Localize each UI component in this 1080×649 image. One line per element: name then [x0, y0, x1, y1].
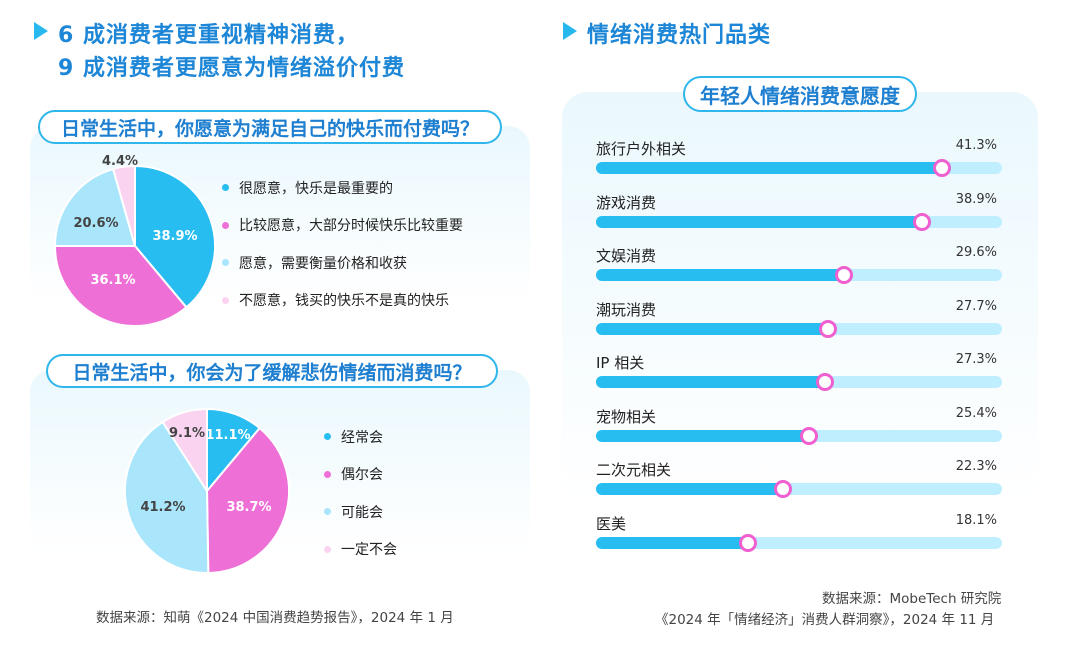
- bar-end-marker: [818, 319, 837, 338]
- right-source-line1: 数据来源：MobeTech 研究院: [822, 591, 1002, 607]
- left-heading-line2: 9 成消费者更愿意为情绪溢价付费: [58, 56, 405, 81]
- legend-dot-icon: [324, 545, 331, 553]
- bar-fill: [596, 536, 748, 549]
- q2-legend: 经常会 偶尔会 可能会 一定不会: [324, 418, 397, 568]
- legend-label: 很愿意，快乐是最重要的: [239, 180, 393, 197]
- bar-category-label: IP 相关: [596, 354, 645, 372]
- bar-row: 游戏消费 38.9%: [596, 192, 1002, 244]
- bar-category-label: 潮玩消费: [596, 300, 657, 319]
- bar-track: [596, 426, 1002, 445]
- bar-track: [596, 319, 1002, 338]
- heading-arrow-icon: [563, 22, 577, 40]
- left-heading-line1: 6 成消费者更重视精神消费，: [58, 23, 359, 48]
- bar-category-label: 二次元相关: [596, 461, 672, 479]
- bar-fill: [596, 269, 844, 281]
- bar-end-marker: [738, 533, 757, 552]
- q1-legend-item: 比较愿意，大部分时候快乐比较重要: [222, 207, 463, 245]
- bar-fill: [596, 376, 825, 388]
- q1-legend-item: 很愿意，快乐是最重要的: [222, 169, 463, 207]
- bar-track: [596, 480, 1002, 498]
- legend-dot-icon: [222, 296, 229, 304]
- bar-end-marker: [912, 212, 931, 231]
- right-heading: 情绪消费热门品类: [587, 23, 772, 48]
- legend-label: 不愿意，钱买的快乐不是真的快乐: [239, 293, 449, 310]
- bar-row: IP 相关 27.3%: [596, 352, 1002, 404]
- bar-end-marker: [815, 373, 834, 391]
- bar-row: 潮玩消费 27.7%: [596, 299, 1002, 351]
- q2-legend-item: 一定不会: [324, 531, 397, 569]
- bar-fill: [596, 215, 922, 228]
- bar-value-label: 22.3%: [955, 459, 997, 474]
- bar-row: 文娱消费 29.6%: [596, 245, 1002, 297]
- q2-legend-item: 可能会: [324, 493, 397, 531]
- legend-dot-icon: [222, 184, 229, 192]
- bar-category-label: 旅行户外相关: [596, 140, 687, 158]
- legend-label: 一定不会: [341, 542, 397, 559]
- bar-track: [596, 159, 1002, 177]
- q1-question: 日常生活中，你愿意为满足自己的快乐而付费吗？: [38, 110, 502, 144]
- bar-category-label: 宠物相关: [596, 407, 657, 426]
- bar-track: [596, 533, 1002, 552]
- legend-dot-icon: [324, 433, 331, 441]
- bar-end-marker: [932, 159, 951, 177]
- bar-fill: [596, 162, 942, 174]
- bar-value-label: 18.1%: [955, 512, 997, 528]
- bar-value-label: 27.7%: [955, 298, 997, 314]
- q1-legend: 很愿意，快乐是最重要的 比较愿意，大部分时候快乐比较重要 愿意，需要衡量价格和收…: [222, 169, 463, 319]
- legend-dot-icon: [222, 259, 229, 267]
- legend-label: 愿意，需要衡量价格和收获: [239, 255, 407, 272]
- left-source: 数据来源：知萌《2024 中国消费趋势报告》，2024 年 1 月: [96, 610, 454, 626]
- legend-label: 可能会: [341, 504, 383, 521]
- bar-end-marker: [799, 426, 818, 445]
- bar-fill: [596, 483, 783, 495]
- bar-row: 旅行户外相关 41.3%: [596, 138, 1002, 190]
- legend-label: 经常会: [341, 429, 383, 446]
- bar-track: [596, 373, 1002, 391]
- bar-track: [596, 266, 1002, 284]
- bar-end-marker: [834, 266, 853, 284]
- legend-label: 比较愿意，大部分时候快乐比较重要: [239, 218, 463, 235]
- bar-category-label: 游戏消费: [596, 193, 657, 212]
- bar-category-label: 医美: [596, 514, 627, 533]
- q1-legend-item: 愿意，需要衡量价格和收获: [222, 244, 463, 282]
- bar-category-label: 文娱消费: [596, 247, 657, 265]
- legend-label: 偶尔会: [341, 467, 383, 484]
- bar-track: [596, 212, 1002, 231]
- bar-value-label: 38.9%: [955, 191, 997, 207]
- legend-dot-icon: [324, 508, 331, 516]
- q2-legend-item: 经常会: [324, 418, 397, 456]
- bar-fill: [596, 429, 809, 442]
- heading-arrow-icon: [34, 22, 48, 40]
- bar-value-label: 29.6%: [955, 245, 997, 260]
- legend-dot-icon: [324, 470, 331, 478]
- q2-legend-item: 偶尔会: [324, 456, 397, 494]
- q1-legend-item: 不愿意，钱买的快乐不是真的快乐: [222, 282, 463, 320]
- q2-question: 日常生活中，你会为了缓解悲伤情绪而消费吗？: [46, 354, 498, 388]
- right-source-line2: 《2024 年「情绪经济」消费人群洞察》，2024 年 11 月: [655, 612, 995, 628]
- bar-value-label: 41.3%: [955, 138, 997, 153]
- legend-dot-icon: [222, 221, 229, 229]
- bar-value-label: 27.3%: [955, 352, 997, 367]
- q2-panel: [30, 370, 530, 585]
- bar-row: 宠物相关 25.4%: [596, 406, 1002, 458]
- bar-fill: [596, 322, 828, 335]
- bar-end-marker: [773, 480, 792, 498]
- bar-row: 二次元相关 22.3%: [596, 459, 1002, 511]
- bar-chart-subtitle: 年轻人情绪消费意愿度: [683, 76, 917, 112]
- bar-value-label: 25.4%: [955, 405, 997, 421]
- bar-row: 医美 18.1%: [596, 513, 1002, 565]
